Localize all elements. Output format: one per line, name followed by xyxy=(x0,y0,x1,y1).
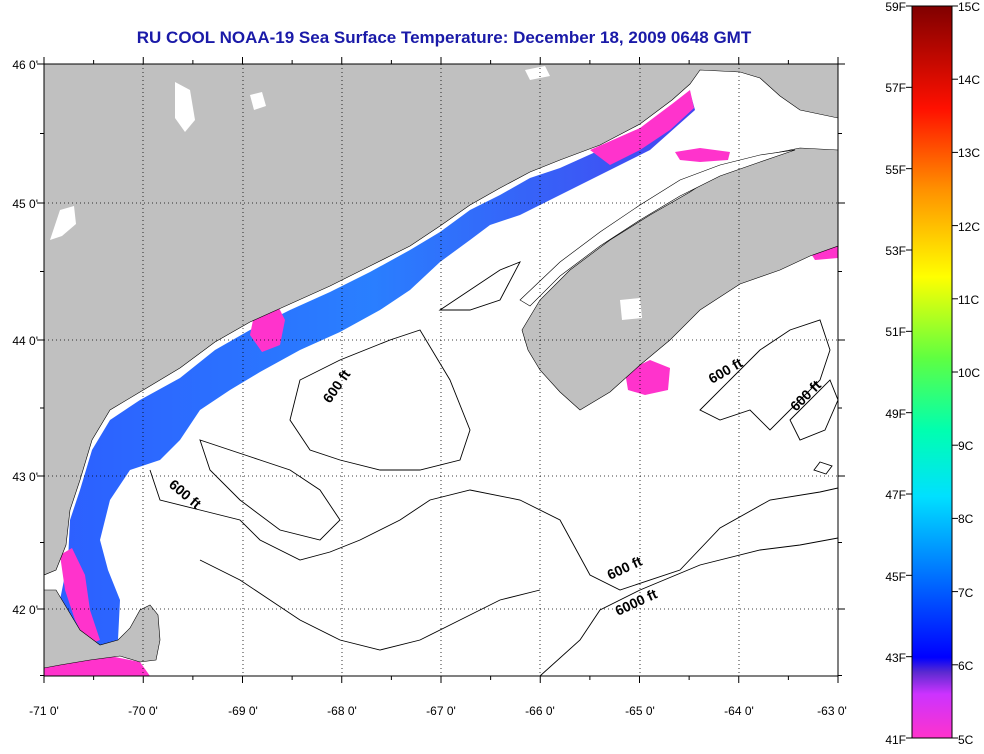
bay-of-fundy xyxy=(519,149,796,307)
colorbar-c-label: 11C xyxy=(958,293,979,307)
axis-ticks xyxy=(37,57,845,683)
latitude-axis: 46 0' 45 0' 44 0' 43 0' 42 0' xyxy=(12,58,38,617)
lake xyxy=(525,66,550,80)
lake xyxy=(175,82,195,132)
colorbar-ticks xyxy=(906,5,958,739)
land-new-england xyxy=(44,64,838,576)
colorbar-c-label: 5C xyxy=(958,733,974,747)
colorbar: 59F 57F 55F 53F 51F 49F 47F 45F 43F 41F … xyxy=(885,0,980,747)
colorbar-gradient xyxy=(911,5,953,739)
lake xyxy=(620,298,642,320)
colorbar-c-label: 7C xyxy=(958,586,974,600)
sst-cold-patch xyxy=(590,90,694,165)
lat-tick-label: 42 0' xyxy=(12,603,38,617)
lon-tick-label: -65 0' xyxy=(625,704,655,718)
map-title: RU COOL NOAA-19 Sea Surface Temperature:… xyxy=(136,28,752,47)
colorbar-c-label: 14C xyxy=(958,73,980,87)
colorbar-f-label: 45F xyxy=(885,570,906,584)
colorbar-c-label: 15C xyxy=(958,0,980,14)
sst-cold-patch xyxy=(675,148,730,162)
longitude-axis: -71 0' -70 0' -69 0' -68 0' -67 0' -66 0… xyxy=(29,704,847,718)
colorbar-c-label: 10C xyxy=(958,366,980,380)
bathymetry-contours xyxy=(149,261,838,676)
colorbar-f-label: 55F xyxy=(885,163,906,177)
colorbar-f-label: 47F xyxy=(885,488,906,502)
lon-tick-label: -68 0' xyxy=(327,704,357,718)
colorbar-c-label: 8C xyxy=(958,512,974,526)
sst-cold-patch xyxy=(60,548,100,645)
land-massachusetts xyxy=(44,589,161,669)
lon-tick-label: -67 0' xyxy=(426,704,456,718)
colorbar-c-label: 12C xyxy=(958,220,980,234)
colorbar-f-label: 43F xyxy=(885,651,906,665)
colorbar-f-label: 53F xyxy=(885,244,906,258)
lon-tick-label: -69 0' xyxy=(228,704,258,718)
colorbar-f-label: 49F xyxy=(885,407,906,421)
colorbar-f-label: 59F xyxy=(885,0,906,14)
lon-tick-label: -66 0' xyxy=(525,704,555,718)
lat-tick-label: 43 0' xyxy=(12,470,38,484)
lat-tick-label: 45 0' xyxy=(12,197,38,211)
colorbar-c-label: 13C xyxy=(958,146,980,160)
colorbar-fahrenheit-labels: 59F 57F 55F 53F 51F 49F 47F 45F 43F 41F xyxy=(885,0,906,747)
lon-tick-label: -71 0' xyxy=(29,704,59,718)
colorbar-f-label: 41F xyxy=(885,733,906,747)
lake xyxy=(250,92,266,110)
lake xyxy=(50,206,76,240)
graticule xyxy=(44,64,838,676)
lat-tick-label: 46 0' xyxy=(12,58,38,72)
colorbar-f-label: 57F xyxy=(885,81,906,95)
colorbar-f-label: 51F xyxy=(885,325,906,339)
colorbar-c-label: 6C xyxy=(958,659,974,673)
colorbar-celsius-labels: 15C 14C 13C 12C 11C 10C 9C 8C 7C 6C 5C xyxy=(958,0,980,747)
lon-tick-label: -64 0' xyxy=(724,704,754,718)
colorbar-c-label: 9C xyxy=(958,439,974,453)
lon-tick-label: -70 0' xyxy=(128,704,158,718)
lat-tick-label: 44 0' xyxy=(12,334,38,348)
lon-tick-label: -63 0' xyxy=(817,704,847,718)
land-nova-scotia xyxy=(521,147,838,411)
